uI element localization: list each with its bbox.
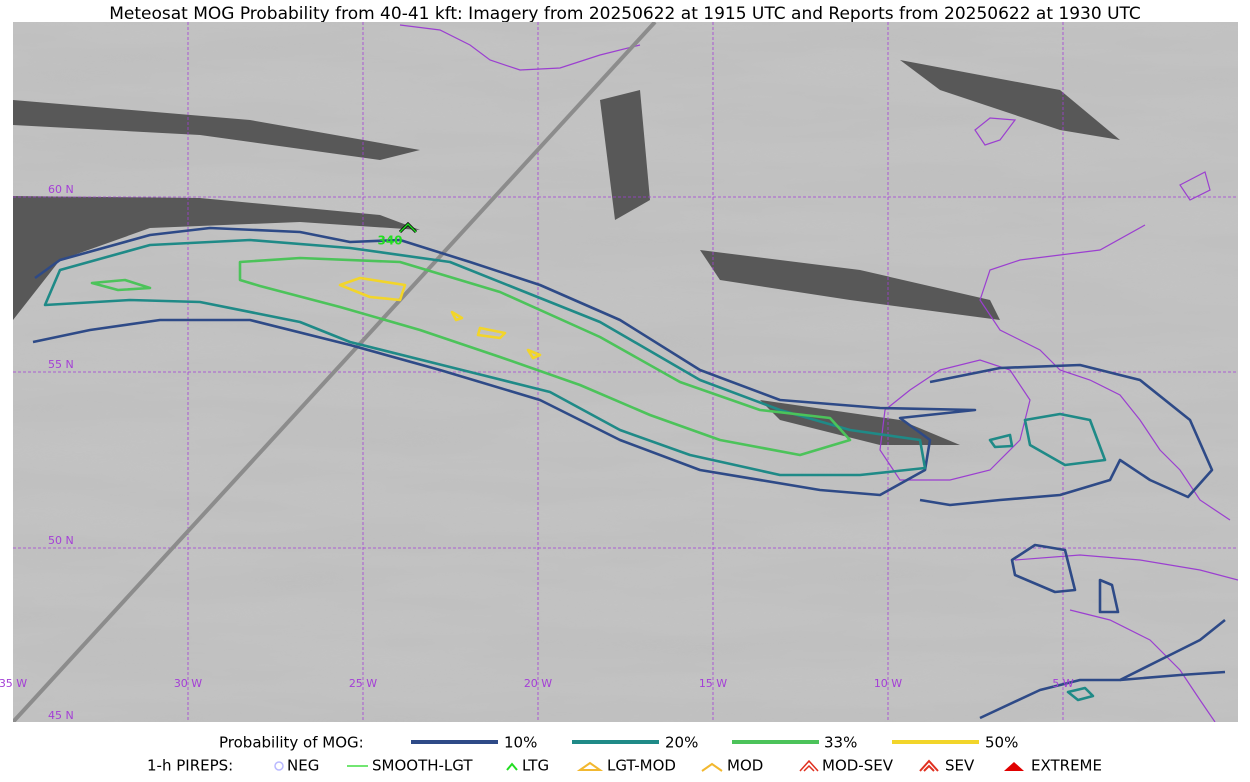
lat-labels: 60 N 55 N 50 N 45 N	[48, 183, 74, 722]
lon-label: 5 W	[1052, 677, 1073, 690]
legend-label: 33%	[824, 734, 857, 752]
coast	[1179, 171, 1211, 201]
legend-label: 10%	[504, 734, 537, 752]
legend-label: MOD-SEV	[822, 757, 894, 775]
legend-label: LGT-MOD	[607, 757, 676, 775]
legend-label: 20%	[665, 734, 698, 752]
contour-33	[90, 278, 152, 292]
coast	[1069, 609, 1216, 722]
legend-icon	[701, 762, 723, 772]
lon-label: 20 W	[524, 677, 552, 690]
lat-label: 50 N	[48, 534, 74, 547]
legend-icon	[506, 762, 518, 771]
pirep-altitude: 340	[377, 234, 402, 248]
contour-50	[338, 276, 407, 302]
lon-label: 15 W	[699, 677, 727, 690]
pirep-legend: 1-h PIREPS: NEG SMOOTH-LGT LTG LGT-MOD M…	[147, 757, 1102, 775]
legend-icon	[576, 761, 604, 771]
contours	[32, 226, 1226, 720]
lat-label: 45 N	[48, 709, 74, 722]
lon-labels: 35 W 30 W 25 W 20 W 15 W 10 W 5 W	[0, 677, 1074, 690]
legend-label: SEV	[945, 757, 975, 775]
coast	[399, 24, 641, 71]
legend-icon	[799, 759, 819, 772]
contour-10	[1119, 670, 1226, 682]
coastlines	[399, 24, 1238, 722]
contour-10	[1098, 578, 1120, 614]
lat-label: 55 N	[48, 358, 74, 371]
legend-title: Probability of MOG:	[219, 734, 364, 752]
contour-20	[1023, 412, 1107, 467]
map: 340	[13, 22, 1238, 722]
legend-label: 50%	[985, 734, 1018, 752]
pirep-symbol	[399, 222, 417, 233]
legend-title: 1-h PIREPS:	[147, 757, 233, 775]
coast	[1014, 554, 1238, 581]
contour-10	[1010, 543, 1077, 594]
coast	[979, 224, 1231, 521]
legend-label: SMOOTH-LGT	[372, 757, 473, 775]
contour-10	[32, 226, 977, 497]
coast	[974, 117, 1017, 146]
legend-label: LTG	[522, 757, 549, 775]
contour-20	[43, 238, 927, 477]
legend-icon	[274, 761, 284, 771]
legend-label: MOD	[727, 757, 763, 775]
lon-label: 30 W	[174, 677, 202, 690]
contour-10	[919, 363, 1214, 507]
contour-20	[1066, 686, 1095, 702]
lon-label: 35 W	[0, 677, 27, 690]
legend-icon	[919, 759, 939, 772]
dark-bands	[13, 60, 1120, 445]
lon-label: 10 W	[874, 677, 902, 690]
contour-50	[526, 348, 542, 360]
contour-20	[988, 433, 1014, 449]
title: Meteosat MOG Probability from 40-41 kft:…	[109, 4, 1141, 24]
satellite-track	[13, 22, 657, 722]
lat-label: 60 N	[48, 183, 74, 196]
contour-33	[238, 256, 852, 457]
contour-50	[476, 326, 507, 340]
mog-legend: Probability of MOG: 10% 20% 33% 50%	[219, 734, 1018, 752]
legend-label: EXTREME	[1031, 757, 1102, 775]
legend-label: NEG	[287, 757, 319, 775]
lon-label: 25 W	[349, 677, 377, 690]
legend-icon	[1004, 762, 1024, 771]
contour-50	[450, 310, 464, 322]
graticule	[13, 22, 1238, 722]
